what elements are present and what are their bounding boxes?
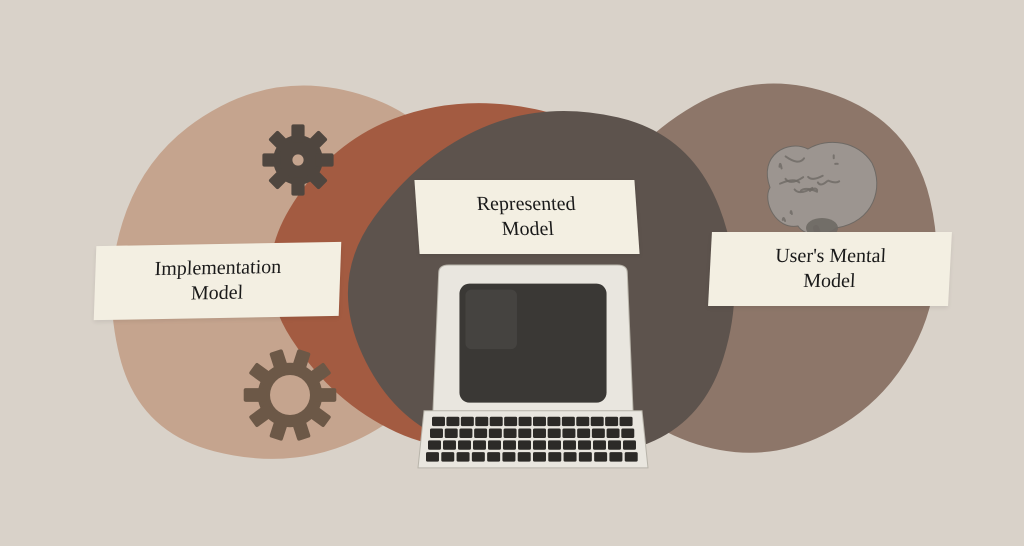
label-implementation: Implementation Model (94, 242, 342, 320)
label-represented: Represented Model (414, 180, 639, 254)
diagram-stage: Implementation Model Represented Model Use… (0, 0, 1024, 546)
label-users_mental: User's Mental Model (708, 232, 952, 306)
